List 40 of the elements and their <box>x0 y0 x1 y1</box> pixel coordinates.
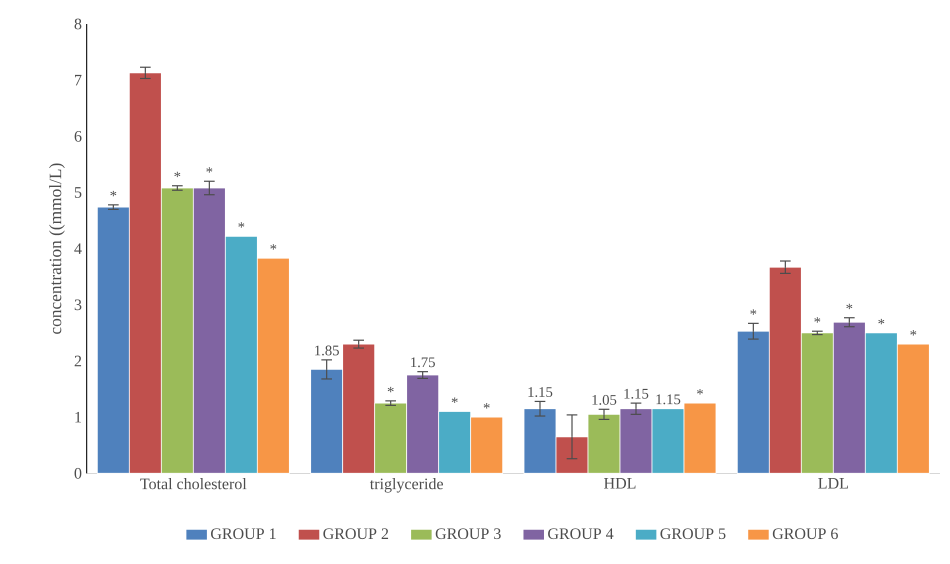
data-label: 1.15 <box>528 387 552 398</box>
data-label: 1.75 <box>411 357 435 368</box>
y-tick-label: 0 <box>74 468 82 479</box>
y-axis-title: concentration ((mmol/L) <box>49 163 65 334</box>
data-label: * <box>484 403 490 409</box>
data-label: 1.15 <box>624 388 648 399</box>
data-label: * <box>388 386 394 392</box>
x-tick-label: LDL <box>818 478 848 489</box>
x-tick-label: triglyceride <box>370 478 443 493</box>
data-label: * <box>174 172 180 178</box>
y-tick-label: 8 <box>74 18 82 30</box>
data-label: 1.05 <box>592 394 616 405</box>
y-tick-label: 5 <box>74 187 82 198</box>
data-label: * <box>697 389 703 394</box>
data-label: * <box>750 309 756 315</box>
data-label: * <box>110 190 116 196</box>
data-label: * <box>452 398 458 403</box>
data-label: * <box>846 304 852 310</box>
y-tick-label: 2 <box>74 356 82 366</box>
data-label: 1.85 <box>315 346 339 356</box>
data-label: * <box>910 330 916 336</box>
data-label: * <box>206 167 212 173</box>
x-tick-label: HDL <box>604 478 636 489</box>
y-tick-label: 7 <box>75 74 82 86</box>
data-label: * <box>814 317 820 323</box>
x-tick-label: Total cholesterol <box>140 478 246 490</box>
data-label: * <box>878 318 884 324</box>
data-label: 1.15 <box>656 394 680 404</box>
y-tick-label: 4 <box>74 243 82 254</box>
data-label: * <box>270 244 276 250</box>
legend-label: GROUP 1 <box>211 528 276 540</box>
y-tick-label: 1 <box>75 412 82 422</box>
legend-label: GROUP 3 <box>436 528 501 540</box>
y-tick-label: 6 <box>74 130 82 142</box>
legend-label: GROUP 5 <box>660 528 726 540</box>
legend-label: GROUP 2 <box>323 528 388 540</box>
data-label: * <box>238 222 244 228</box>
y-tick-label: 3 <box>74 299 82 310</box>
legend-label: GROUP 6 <box>772 528 838 540</box>
legend-label: GROUP 4 <box>548 528 614 540</box>
